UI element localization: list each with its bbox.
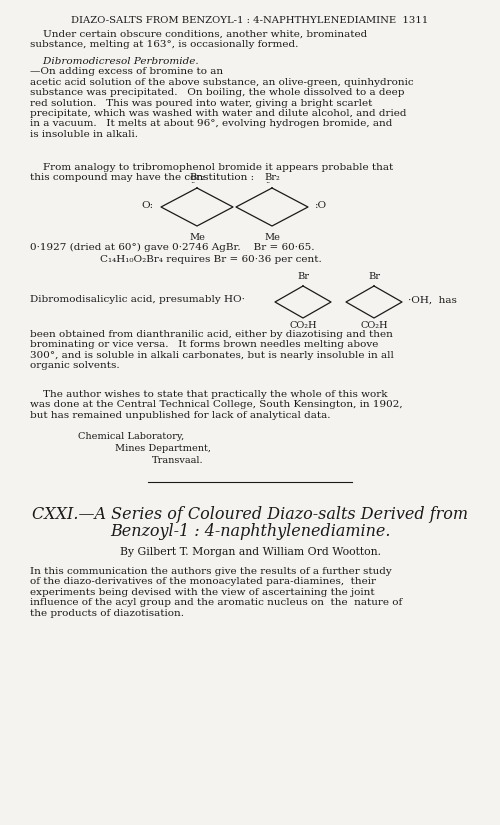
Text: ··: ··	[266, 179, 270, 187]
Text: Chemical Laboratory,: Chemical Laboratory,	[78, 432, 184, 441]
Text: Benzoyl-1 : 4-naphthylenediamine.: Benzoyl-1 : 4-naphthylenediamine.	[110, 523, 390, 540]
Text: O:: O:	[142, 201, 154, 210]
Text: Dibromodicresol Perbromide.: Dibromodicresol Perbromide.	[30, 57, 198, 66]
Text: Dibromodisalicylic acid, presumably HO·: Dibromodisalicylic acid, presumably HO·	[30, 295, 245, 304]
Text: Transvaal.: Transvaal.	[152, 456, 204, 465]
Text: Me: Me	[189, 233, 205, 242]
Text: been obtained from dianthranilic acid, either by diazotising and then
brominatin: been obtained from dianthranilic acid, e…	[30, 330, 394, 370]
Text: Br: Br	[297, 272, 309, 281]
Text: CO₂H: CO₂H	[360, 321, 388, 330]
Text: ··: ··	[190, 179, 196, 187]
Text: The author wishes to state that practically the whole of this work
was done at t: The author wishes to state that practica…	[30, 390, 403, 420]
Text: Under certain obscure conditions, another white, brominated
substance, melting a: Under certain obscure conditions, anothe…	[30, 30, 367, 50]
Text: Br₂: Br₂	[264, 173, 280, 182]
Text: C₁₄H₁₀O₂Br₄ requires Br = 60·36 per cent.: C₁₄H₁₀O₂Br₄ requires Br = 60·36 per cent…	[100, 255, 322, 264]
Text: In this communication the authors give the results of a further study
of the dia: In this communication the authors give t…	[30, 567, 402, 618]
Text: From analogy to tribromophenol bromide it appears probable that
this compound ma: From analogy to tribromophenol bromide i…	[30, 163, 393, 182]
Text: Mines Department,: Mines Department,	[115, 444, 211, 453]
Text: ·OH,  has: ·OH, has	[408, 295, 457, 304]
Text: :O: :O	[315, 201, 327, 210]
Text: —On adding excess of bromine to an
acetic acid solution of the above substance, : —On adding excess of bromine to an aceti…	[30, 68, 413, 139]
Text: CXXI.—A Series of Coloured Diazo-salts Derived from: CXXI.—A Series of Coloured Diazo-salts D…	[32, 506, 468, 523]
Text: Br₂: Br₂	[189, 173, 205, 182]
Text: 0·1927 (dried at 60°) gave 0·2746 AgBr.    Br = 60·65.: 0·1927 (dried at 60°) gave 0·2746 AgBr. …	[30, 243, 314, 252]
Text: Br: Br	[368, 272, 380, 281]
Text: Me: Me	[264, 233, 280, 242]
Text: DIAZO-SALTS FROM BENZOYL-1 : 4-NAPHTHYLENEDIAMINE  1311: DIAZO-SALTS FROM BENZOYL-1 : 4-NAPHTHYLE…	[72, 16, 428, 25]
Text: CO₂H: CO₂H	[289, 321, 317, 330]
Text: By Gilbert T. Morgan and William Ord Wootton.: By Gilbert T. Morgan and William Ord Woo…	[120, 547, 380, 557]
